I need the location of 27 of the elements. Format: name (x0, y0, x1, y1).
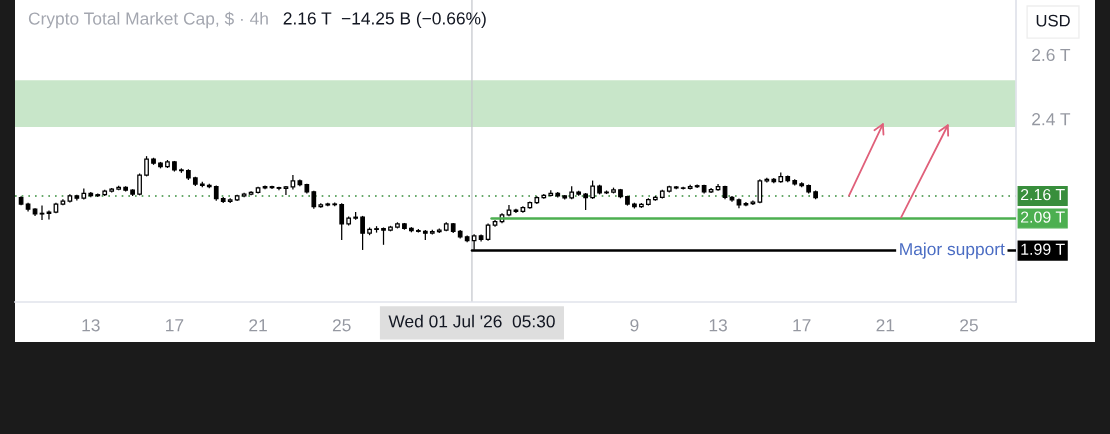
text: 2.16 T −14.25 B (−0.66%) (283, 11, 486, 29)
candlestick (339, 202, 345, 241)
text: Crypto Total Market Cap, $ · 4h (28, 11, 268, 29)
x-tick-label: 13 (82, 319, 100, 332)
x-tick-label: 25 (332, 319, 351, 332)
x-tick-label: 9 (630, 319, 639, 332)
x-tick-label: 21 (876, 319, 895, 332)
candlestick (590, 179, 595, 200)
x-tick-label: 25 (960, 319, 978, 332)
data-label: 1.99 T (1021, 243, 1065, 255)
x-tick-label: 17 (166, 319, 184, 332)
x-tick-label: 13 (709, 319, 727, 332)
y-tick-label: 2.4 T (1032, 113, 1071, 126)
candlestick (757, 178, 763, 204)
candlestick (694, 183, 700, 189)
legend-label: Major support (900, 242, 1005, 259)
data-label: 2.09 T (1020, 211, 1065, 223)
candlestick (283, 185, 289, 196)
x-tick-label: 17 (793, 319, 811, 332)
ref-line-label: Wed 01 Jul '26 05:30 (388, 314, 555, 328)
y-tick-label: 2.6 T (1032, 48, 1071, 62)
ref-line-label: 2.16 T (1020, 188, 1065, 201)
y-axis-title: USD (1036, 14, 1070, 27)
x-tick-label: 21 (249, 319, 267, 332)
candlestick (360, 215, 365, 251)
candlestick (39, 204, 45, 221)
candlestick (46, 209, 52, 221)
